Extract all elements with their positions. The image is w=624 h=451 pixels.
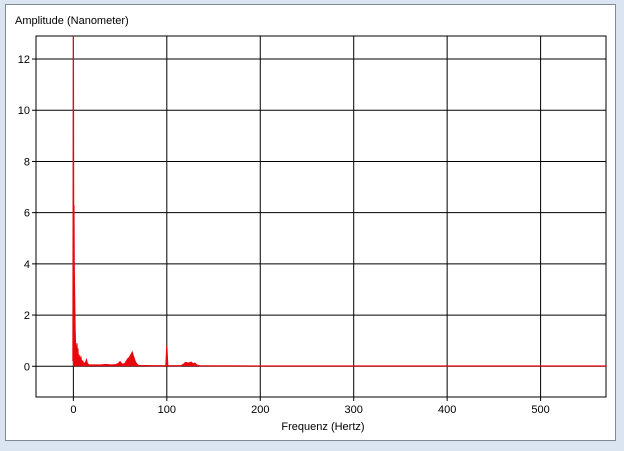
y-tick-label: 4 bbox=[24, 259, 30, 271]
x-axis-label: Frequenz (Hertz) bbox=[281, 421, 364, 433]
chart-frame: Amplitude (Nanometer) Frequenz (Hertz) 0… bbox=[5, 4, 616, 441]
x-tick-label: 100 bbox=[158, 404, 176, 416]
y-axis-label: Amplitude (Nanometer) bbox=[15, 15, 129, 27]
x-tick-label: 0 bbox=[70, 404, 76, 416]
y-tick-label: 8 bbox=[24, 156, 30, 168]
x-tick-label: 400 bbox=[438, 404, 456, 416]
spectrum-line bbox=[72, 35, 606, 367]
y-tick-label: 6 bbox=[24, 208, 30, 220]
x-tick-label: 300 bbox=[345, 404, 363, 416]
plot-area bbox=[36, 36, 606, 397]
y-tick-label: 0 bbox=[24, 361, 30, 373]
x-tick-label: 200 bbox=[251, 404, 269, 416]
y-tick-label: 10 bbox=[18, 105, 30, 117]
plot-border bbox=[35, 35, 607, 398]
y-tick-label: 12 bbox=[18, 54, 30, 66]
spectrum-chart: Amplitude (Nanometer) Frequenz (Hertz) 0… bbox=[15, 15, 607, 433]
x-tick-label: 500 bbox=[531, 404, 549, 416]
y-tick-label: 2 bbox=[24, 310, 30, 322]
